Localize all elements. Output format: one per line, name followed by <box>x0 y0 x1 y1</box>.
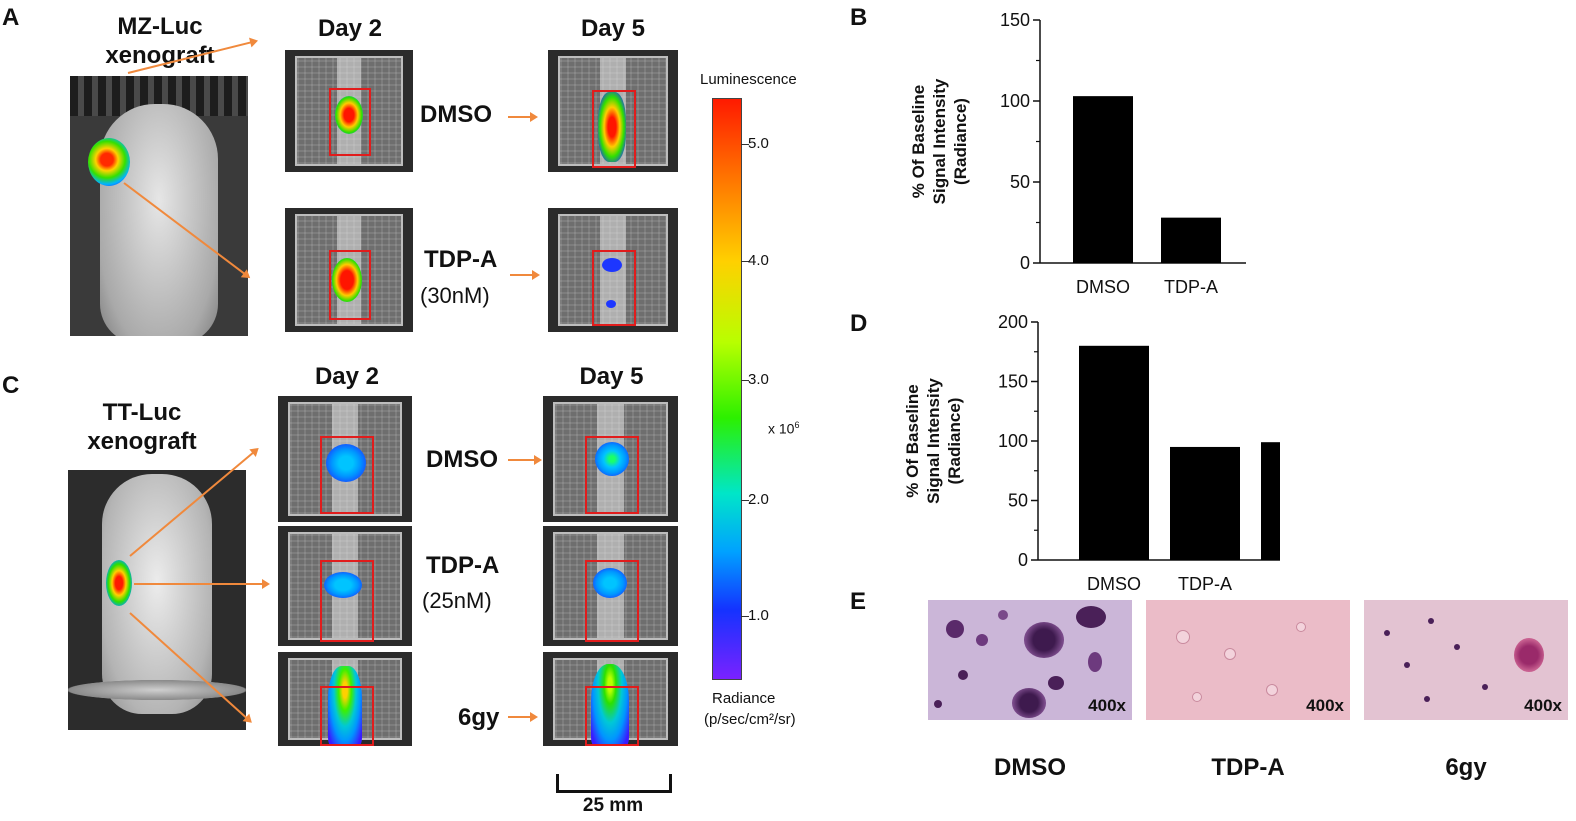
y-axis-label-line-1: Signal Intensity <box>924 378 943 504</box>
panel-c-day2-header: Day 2 <box>314 363 380 390</box>
panel-c-title-line2: xenograft <box>87 428 197 455</box>
tt-row2-dose: (25nM) <box>422 588 492 613</box>
radiance-colorbar <box>712 98 742 680</box>
y-tick-label-3: 150 <box>1000 10 1030 30</box>
panel-a-title: MZ-Luc xenograft <box>70 12 250 70</box>
scale-bar-label: 25 mm <box>582 795 644 816</box>
bar-dmso <box>1073 96 1133 263</box>
bar-tdp-a <box>1170 446 1240 560</box>
y-axis-label: % Of Baseline Signal Intensity (Radiance) <box>909 78 970 204</box>
panel-letter-c: C <box>2 372 20 399</box>
he-tdpa-magnification: 400x <box>1306 696 1344 715</box>
mz-luc-mouse-image <box>70 76 248 336</box>
he-caption-dmso: DMSO <box>994 754 1066 781</box>
tt-6gy-day5-image <box>543 652 678 746</box>
tt-6gy-arrow <box>508 712 538 722</box>
panel-c-day5-header: Day 5 <box>579 363 644 390</box>
mz-tdpa-arrow <box>510 270 540 280</box>
y-tick-label-2: 100 <box>998 431 1028 451</box>
tt-dmso-day2-image <box>278 396 412 522</box>
mz-row2-label: TDP-A <box>424 246 498 273</box>
y-axis-label-line-2: (Radiance) <box>945 398 964 485</box>
x-tick-label-dmso: DMSO <box>1087 574 1141 594</box>
he-6gy-magnification: 400x <box>1524 696 1562 715</box>
mz-tdpa-day2-image <box>285 208 413 332</box>
tt-tdpa-day2-image <box>278 526 412 646</box>
scale-bar <box>556 774 672 793</box>
chart-b: 0 50 100 150 DMSO TDP-A % Of Baseline Signal In… <box>909 10 1246 297</box>
tt-6gy-day2-image <box>278 652 412 746</box>
y-tick-label-2: 100 <box>1000 91 1030 111</box>
panel-c-title-line1: TT-Luc <box>102 399 182 426</box>
y-tick-label-3: 150 <box>998 372 1028 392</box>
he-caption-tdpa: TDP-A <box>1211 754 1285 781</box>
tt-arrow-to-tdpa <box>134 579 270 589</box>
y-tick-label-0: 0 <box>1018 550 1028 570</box>
tt-row1-label: DMSO <box>426 446 498 473</box>
bar-6gy <box>1261 442 1280 560</box>
y-tick-label-4: 200 <box>998 312 1028 332</box>
x-tick-label-tdp-a: TDP-A <box>1178 574 1232 594</box>
y-axis-label-line-1: Signal Intensity <box>930 78 949 204</box>
y-tick-label-1: 50 <box>1010 172 1030 192</box>
tt-row3-label: 6gy <box>458 704 500 731</box>
mz-dmso-day2-image <box>285 50 413 172</box>
colorbar-tick-4: 4.0 <box>748 252 769 269</box>
y-axis-label-line-0: % Of Baseline <box>903 384 922 497</box>
mz-row1-label: DMSO <box>420 101 492 128</box>
colorbar-title: Luminescence <box>700 71 797 88</box>
colorbar-multiplier: x 106 <box>768 420 800 437</box>
colorbar-tick-1: 1.0 <box>748 607 769 624</box>
mz-tdpa-day5-image <box>548 208 678 332</box>
x-tick-label-tdp-a: TDP-A <box>1164 277 1218 297</box>
x-tick-label-dmso: DMSO <box>1076 277 1130 297</box>
tt-row2-label: TDP-A <box>426 552 500 579</box>
y-axis-label-line-0: % Of Baseline <box>909 85 928 198</box>
colorbar-unit-line1: Radiance <box>712 690 776 707</box>
tt-tdpa-day5-image <box>543 526 678 646</box>
tt-luc-mouse-image <box>68 470 246 730</box>
bar-tdp-a <box>1161 217 1221 263</box>
tt-dmso-arrow <box>508 455 542 465</box>
he-caption-6gy: 6gy <box>1445 754 1487 781</box>
colorbar-unit-line2: (p/sec/cm²/sr) <box>704 711 796 728</box>
he-tdpa-image: 400x <box>1146 600 1350 720</box>
he-dmso-magnification: 400x <box>1088 696 1126 715</box>
mz-dmso-arrow <box>508 112 538 122</box>
he-dmso-image: 400x <box>928 600 1132 720</box>
tt-dmso-day5-image <box>543 396 678 522</box>
panel-a-day2-header: Day 2 <box>317 15 383 42</box>
panel-letter-d: D <box>850 310 868 337</box>
panel-letter-e: E <box>850 588 867 615</box>
panel-letter-a: A <box>2 4 20 31</box>
mz-row2-dose: (30nM) <box>420 283 490 308</box>
panel-a-title-line1: MZ-Luc <box>117 13 203 40</box>
colorbar-tick-3: 3.0 <box>748 371 769 388</box>
bar-dmso <box>1079 345 1149 560</box>
panel-c-title: TT-Luc xenograft <box>62 398 222 456</box>
panel-letter-b: B <box>850 4 868 31</box>
y-tick-label-0: 0 <box>1020 253 1030 273</box>
colorbar-tick-2: 2.0 <box>748 491 769 508</box>
mz-dmso-day5-image <box>548 50 678 172</box>
he-6gy-image: 400x <box>1364 600 1568 720</box>
panel-a-day5-header: Day 5 <box>580 15 646 42</box>
colorbar-tick-5: 5.0 <box>748 135 769 152</box>
y-tick-label-1: 50 <box>1008 491 1028 511</box>
y-axis-label-line-2: (Radiance) <box>951 98 970 185</box>
y-axis-label: % Of Baseline Signal Intensity (Radiance) <box>903 378 964 504</box>
